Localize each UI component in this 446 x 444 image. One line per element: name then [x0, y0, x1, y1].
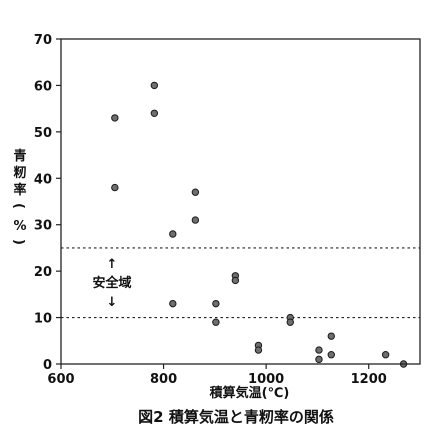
y-tick-label: 60 — [34, 79, 52, 94]
x-tick-label: 800 — [150, 372, 177, 387]
reference-lines — [61, 247, 420, 319]
data-point — [315, 355, 323, 364]
data-point — [191, 216, 200, 224]
data-point — [327, 332, 335, 340]
y-tick-label: 40 — [34, 172, 52, 187]
data-point — [231, 276, 240, 285]
y-tick-label: 30 — [34, 219, 52, 234]
y-tick-label: 70 — [34, 33, 52, 48]
y-tick-label: 0 — [43, 358, 52, 373]
plot-frame — [60, 38, 421, 365]
y-tick-label: 20 — [34, 265, 52, 280]
figure-caption: 図2 積算気温と青籾率の関係 — [138, 408, 334, 426]
x-axis-ticks: 600 800 1000 1200 — [47, 364, 387, 387]
y-tick-label: 50 — [34, 126, 52, 141]
data-point — [169, 230, 177, 238]
data-point — [150, 81, 159, 90]
x-axis-title: 積算気温(℃) — [209, 385, 290, 401]
data-point — [212, 299, 220, 308]
data-point — [315, 346, 323, 354]
data-point — [286, 318, 294, 326]
y-axis-title-char: 率 — [13, 182, 26, 198]
data-point — [327, 351, 335, 359]
y-axis-title-char: ( — [11, 203, 26, 209]
data-point — [191, 188, 200, 196]
x-tick-label: 1000 — [248, 372, 284, 387]
x-tick-label: 600 — [47, 372, 74, 387]
data-points — [111, 81, 408, 368]
y-axis-title-char: ) — [11, 239, 26, 245]
y-axis-title-char: 青 — [13, 148, 26, 164]
data-point — [212, 318, 220, 326]
safe-zone-arrow-down: ↓ — [107, 295, 118, 310]
x-tick-label: 1200 — [351, 372, 387, 387]
data-point — [254, 346, 263, 354]
safe-zone-arrow-up: ↑ — [107, 257, 118, 272]
y-axis-title: 青籾率 (%) — [11, 148, 27, 245]
data-point — [111, 183, 119, 192]
y-axis-ticks: 0 10 20 30 40 50 60 70 — [34, 33, 61, 373]
y-axis-title-char: % — [13, 219, 26, 234]
safe-zone-label: 安全域 — [92, 275, 131, 291]
data-point — [381, 351, 390, 359]
y-tick-label: 10 — [34, 312, 52, 327]
y-axis-title-char: 籾 — [13, 165, 26, 181]
safe-zone-annotation: ↑ 安全域 ↓ — [92, 257, 131, 310]
data-point — [169, 299, 177, 308]
data-point — [111, 114, 119, 122]
data-point — [150, 109, 159, 117]
